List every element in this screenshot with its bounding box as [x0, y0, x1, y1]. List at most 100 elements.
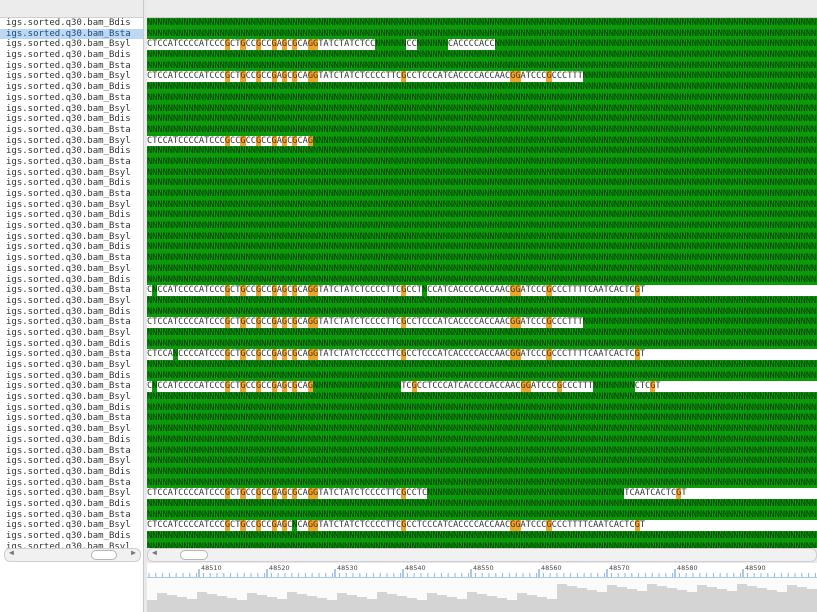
alignment-row[interactable]: NNNNNNNNNNNNNNNNNNNNNNNNNNNNNNNNNNNNNNNN…: [147, 146, 817, 157]
sequence-name-row[interactable]: igs.sorted.q30.bam_Bsta: [6, 509, 131, 520]
alignment-row[interactable]: NNNNNNNNNNNNNNNNNNNNNNNNNNNNNNNNNNNNNNNN…: [147, 306, 817, 318]
alignment-row[interactable]: CTCCATCCCCATCCCGCTGCCGCCGAGCNCAGGTATCTAT…: [147, 520, 645, 531]
scroll-left-arrow-icon[interactable]: ◀: [9, 548, 14, 557]
alignment-row[interactable]: NNNNNNNNNNNNNNNNNNNNNNNNNNNNNNNNNNNNNNNN…: [147, 445, 817, 457]
sequence-name-row[interactable]: igs.sorted.q30.bam_Bdis: [6, 370, 131, 381]
sequence-name-row[interactable]: igs.sorted.q30.bam_Bdis: [6, 434, 131, 445]
alignment-row[interactable]: CTCCATCCCCATCCCGCTGCCGCCGAGCGCAGGTATCTAT…: [147, 488, 687, 499]
sequence-name-row[interactable]: igs.sorted.q30.bam_Bdis: [6, 82, 131, 93]
alignment-row[interactable]: NNNNNNNNNNNNNNNNNNNNNNNNNNNNNNNNNNNNNNNN…: [147, 28, 817, 40]
alignment-row[interactable]: NNNNNNNNNNNNNNNNNNNNNNNNNNNNNNNNNNNNNNNN…: [147, 263, 817, 275]
sequence-name-row[interactable]: igs.sorted.q30.bam_Bsta: [6, 445, 131, 456]
sequence-name-row[interactable]: igs.sorted.q30.bam_Bsta: [6, 285, 131, 296]
alignment-row[interactable]: NNNNNNNNNNNNNNNNNNNNNNNNNNNNNNNNNNNNNNNN…: [147, 327, 817, 339]
alignment-row[interactable]: NNNNNNNNNNNNNNNNNNNNNNNNNNNNNNNNNNNNNNNN…: [147, 221, 817, 232]
alignment-row[interactable]: NNNNNNNNNNNNNNNNNNNNNNNNNNNNNNNNNNNNNNNN…: [147, 434, 817, 446]
sequence-name-row[interactable]: igs.sorted.q30.bam_Bsta: [6, 253, 131, 264]
sequence-name-row[interactable]: igs.sorted.q30.bam_Bsyl: [6, 263, 131, 274]
sequence-name-row[interactable]: igs.sorted.q30.bam_Bsyl: [6, 424, 131, 435]
alignment-row[interactable]: CTCCATCCCCATCCCGCCGCCGCCGAGCGCAGNNNNNNNN…: [147, 135, 817, 147]
alignment-row[interactable]: NNNNNNNNNNNNNNNNNNNNNNNNNNNNNNNNNNNNNNNN…: [147, 18, 817, 29]
sequence-name-row[interactable]: igs.sorted.q30.bam_Bsta: [6, 477, 131, 488]
alignment-row[interactable]: NNNNNNNNNNNNNNNNNNNNNNNNNNNNNNNNNNNNNNNN…: [147, 253, 817, 264]
sequence-name-row[interactable]: igs.sorted.q30.bam_Bdis: [6, 531, 131, 541]
alignment-row[interactable]: NNNNNNNNNNNNNNNNNNNNNNNNNNNNNNNNNNNNNNNN…: [147, 370, 817, 382]
alignment-row[interactable]: NNNNNNNNNNNNNNNNNNNNNNNNNNNNNNNNNNNNNNNN…: [147, 338, 817, 350]
alignment-row[interactable]: NNNNNNNNNNNNNNNNNNNNNNNNNNNNNNNNNNNNNNNN…: [147, 103, 817, 115]
sequence-name-row[interactable]: igs.sorted.q30.bam_Bdis: [6, 338, 131, 349]
sequence-name-row[interactable]: igs.sorted.q30.bam_Bdis: [6, 178, 131, 189]
alignment-row[interactable]: CNCCATCCCCATCCCGCTGCCGCCGAGCGCAGNNNNNNNN…: [147, 381, 661, 393]
sequence-name-row[interactable]: igs.sorted.q30.bam_Bdis: [6, 466, 131, 477]
alignment-row[interactable]: NNNNNNNNNNNNNNNNNNNNNNNNNNNNNNNNNNNNNNNN…: [147, 360, 817, 371]
alignment-row[interactable]: NNNNNNNNNNNNNNNNNNNNNNNNNNNNNNNNNNNNNNNN…: [147, 50, 817, 61]
alignment-row[interactable]: NNNNNNNNNNNNNNNNNNNNNNNNNNNNNNNNNNNNNNNN…: [147, 456, 817, 467]
alignment-row[interactable]: NNNNNNNNNNNNNNNNNNNNNNNNNNNNNNNNNNNNNNNN…: [147, 124, 817, 136]
alignment-row[interactable]: NNNNNNNNNNNNNNNNNNNNNNNNNNNNNNNNNNNNNNNN…: [147, 199, 817, 211]
sequence-name-row[interactable]: igs.sorted.q30.bam_Bsta: [6, 381, 131, 392]
alignment-row[interactable]: NNNNNNNNNNNNNNNNNNNNNNNNNNNNNNNNNNNNNNNN…: [147, 178, 817, 189]
alignment-row[interactable]: NNNNNNNNNNNNNNNNNNNNNNNNNNNNNNNNNNNNNNNN…: [147, 231, 817, 243]
alignment-row[interactable]: NNNNNNNNNNNNNNNNNNNNNNNNNNNNNNNNNNNNNNNN…: [147, 413, 817, 425]
scroll-right-arrow-icon[interactable]: ▶: [131, 548, 136, 557]
sequence-name-row[interactable]: igs.sorted.q30.bam_Bdis: [6, 210, 131, 221]
sequence-name-row[interactable]: igs.sorted.q30.bam_Bsyl: [6, 327, 131, 338]
alignment-row[interactable]: NNNNNNNNNNNNNNNNNNNNNNNNNNNNNNNNNNNNNNNN…: [147, 295, 817, 307]
alignment-horizontal-scrollbar[interactable]: ◀: [147, 548, 817, 562]
sequence-name-row[interactable]: igs.sorted.q30.bam_Bsyl: [6, 488, 131, 499]
sequence-name-row[interactable]: igs.sorted.q30.bam_Bsyl: [6, 295, 131, 306]
sequence-name-row[interactable]: igs.sorted.q30.bam_Bsta: [6, 156, 131, 167]
alignment-row[interactable]: CTCCANCCCCATCCCGCTGCCGCCGAGCGCAGGTATCTAT…: [147, 349, 645, 360]
sequence-name-row[interactable]: igs.sorted.q30.bam_Bdis: [6, 306, 131, 317]
sequence-name-row[interactable]: igs.sorted.q30.bam_Bsyl: [6, 231, 131, 242]
alignment-row[interactable]: NNNNNNNNNNNNNNNNNNNNNNNNNNNNNNNNNNNNNNNN…: [147, 466, 817, 478]
alignment-row[interactable]: NNNNNNNNNNNNNNNNNNNNNNNNNNNNNNNNNNNNNNNN…: [147, 402, 817, 414]
alignment-row[interactable]: NNNNNNNNNNNNNNNNNNNNNNNNNNNNNNNNNNNNNNNN…: [147, 498, 817, 510]
sequence-name-row[interactable]: igs.sorted.q30.bam_Bsyl: [6, 71, 131, 82]
alignment-row[interactable]: NNNNNNNNNNNNNNNNNNNNNNNNNNNNNNNNNNNNNNNN…: [147, 114, 817, 125]
sequence-name-row[interactable]: igs.sorted.q30.bam_Bsyl: [6, 167, 131, 178]
sequence-name-row[interactable]: igs.sorted.q30.bam_Bsta: [6, 189, 131, 199]
sequence-name-row[interactable]: igs.sorted.q30.bam_Bdis: [6, 274, 131, 285]
alignment-row[interactable]: CNCCATCCCCATCCCGCTGCCGCCGAGCGCAGGTATCTAT…: [147, 285, 645, 296]
alignment-row[interactable]: NNNNNNNNNNNNNNNNNNNNNNNNNNNNNNNNNNNNNNNN…: [147, 156, 817, 168]
sequence-name-row[interactable]: igs.sorted.q30.bam_Bdis: [6, 146, 131, 157]
sequence-name-row[interactable]: igs.sorted.q30.bam_Bdis: [6, 402, 131, 413]
alignment-row[interactable]: NNNNNNNNNNNNNNNNNNNNNNNNNNNNNNNNNNNNNNNN…: [147, 82, 817, 93]
alignment-scroll-thumb[interactable]: [180, 550, 208, 560]
sequence-name-row[interactable]: igs.sorted.q30.bam_Bsta: [6, 92, 131, 103]
sequence-name-row[interactable]: igs.sorted.q30.bam_Bsyl: [6, 103, 131, 114]
alignment-row[interactable]: NNNNNNNNNNNNNNNNNNNNNNNNNNNNNNNNNNNNNNNN…: [147, 242, 817, 254]
sequence-name-row[interactable]: igs.sorted.q30.bam_Bdis: [6, 18, 131, 28]
sequence-name-row[interactable]: igs.sorted.q30.bam_Bsta: [0, 28, 143, 40]
names-scroll-thumb[interactable]: [91, 550, 117, 560]
scroll-left-arrow-icon[interactable]: ◀: [152, 548, 157, 557]
sequence-name-row[interactable]: igs.sorted.q30.bam_Bsta: [6, 60, 131, 71]
sequence-name-row[interactable]: igs.sorted.q30.bam_Bsyl: [6, 520, 131, 531]
alignment-row[interactable]: CTCCATCCCCATCCCGCTGCCGCCGAGCGCAGGTATCTAT…: [147, 39, 817, 51]
sequence-name-row[interactable]: igs.sorted.q30.bam_Bsyl: [6, 541, 131, 552]
sequence-name-row[interactable]: igs.sorted.q30.bam_Bsta: [6, 317, 131, 328]
alignment-row[interactable]: NNNNNNNNNNNNNNNNNNNNNNNNNNNNNNNNNNNNNNNN…: [147, 167, 817, 179]
sequence-name-row[interactable]: igs.sorted.q30.bam_Bsta: [6, 221, 131, 232]
sequence-name-row[interactable]: igs.sorted.q30.bam_Bsyl: [6, 199, 131, 210]
sequence-name-row[interactable]: igs.sorted.q30.bam_Bdis: [6, 114, 131, 125]
alignment-row[interactable]: NNNNNNNNNNNNNNNNNNNNNNNNNNNNNNNNNNNNNNNN…: [147, 477, 817, 489]
alignment-row[interactable]: CTCCATCCCCATCCCGCTGCCGCCGAGCGCAGGTATCTAT…: [147, 317, 817, 328]
alignment-row[interactable]: NNNNNNNNNNNNNNNNNNNNNNNNNNNNNNNNNNNNNNNN…: [147, 60, 817, 72]
sequence-name-row[interactable]: igs.sorted.q30.bam_Bsyl: [6, 456, 131, 467]
alignment-row[interactable]: NNNNNNNNNNNNNNNNNNNNNNNNNNNNNNNNNNNNNNNN…: [147, 541, 817, 548]
alignment-row[interactable]: NNNNNNNNNNNNNNNNNNNNNNNNNNNNNNNNNNNNNNNN…: [147, 424, 817, 435]
alignment-row[interactable]: NNNNNNNNNNNNNNNNNNNNNNNNNNNNNNNNNNNNNNNN…: [147, 274, 817, 286]
alignment-row[interactable]: NNNNNNNNNNNNNNNNNNNNNNNNNNNNNNNNNNNNNNNN…: [147, 92, 817, 104]
sequence-name-row[interactable]: igs.sorted.q30.bam_Bsyl: [6, 39, 131, 50]
sequence-name-row[interactable]: igs.sorted.q30.bam_Bsyl: [6, 360, 131, 370]
sequence-name-row[interactable]: igs.sorted.q30.bam_Bsta: [6, 124, 131, 135]
alignment-row[interactable]: CTCCATCCCCATCCCGCTGCCGCCGAGCGCAGGTATCTAT…: [147, 71, 817, 83]
sequence-name-row[interactable]: igs.sorted.q30.bam_Bdis: [6, 242, 131, 253]
sequence-name-row[interactable]: igs.sorted.q30.bam_Bsta: [6, 413, 131, 424]
sequence-name-row[interactable]: igs.sorted.q30.bam_Bsyl: [6, 135, 131, 146]
alignment-row[interactable]: NNNNNNNNNNNNNNNNNNNNNNNNNNNNNNNNNNNNNNNN…: [147, 210, 817, 222]
sequence-name-row[interactable]: igs.sorted.q30.bam_Bdis: [6, 498, 131, 509]
alignment-row[interactable]: NNNNNNNNNNNNNNNNNNNNNNNNNNNNNNNNNNNNNNNN…: [147, 189, 817, 200]
